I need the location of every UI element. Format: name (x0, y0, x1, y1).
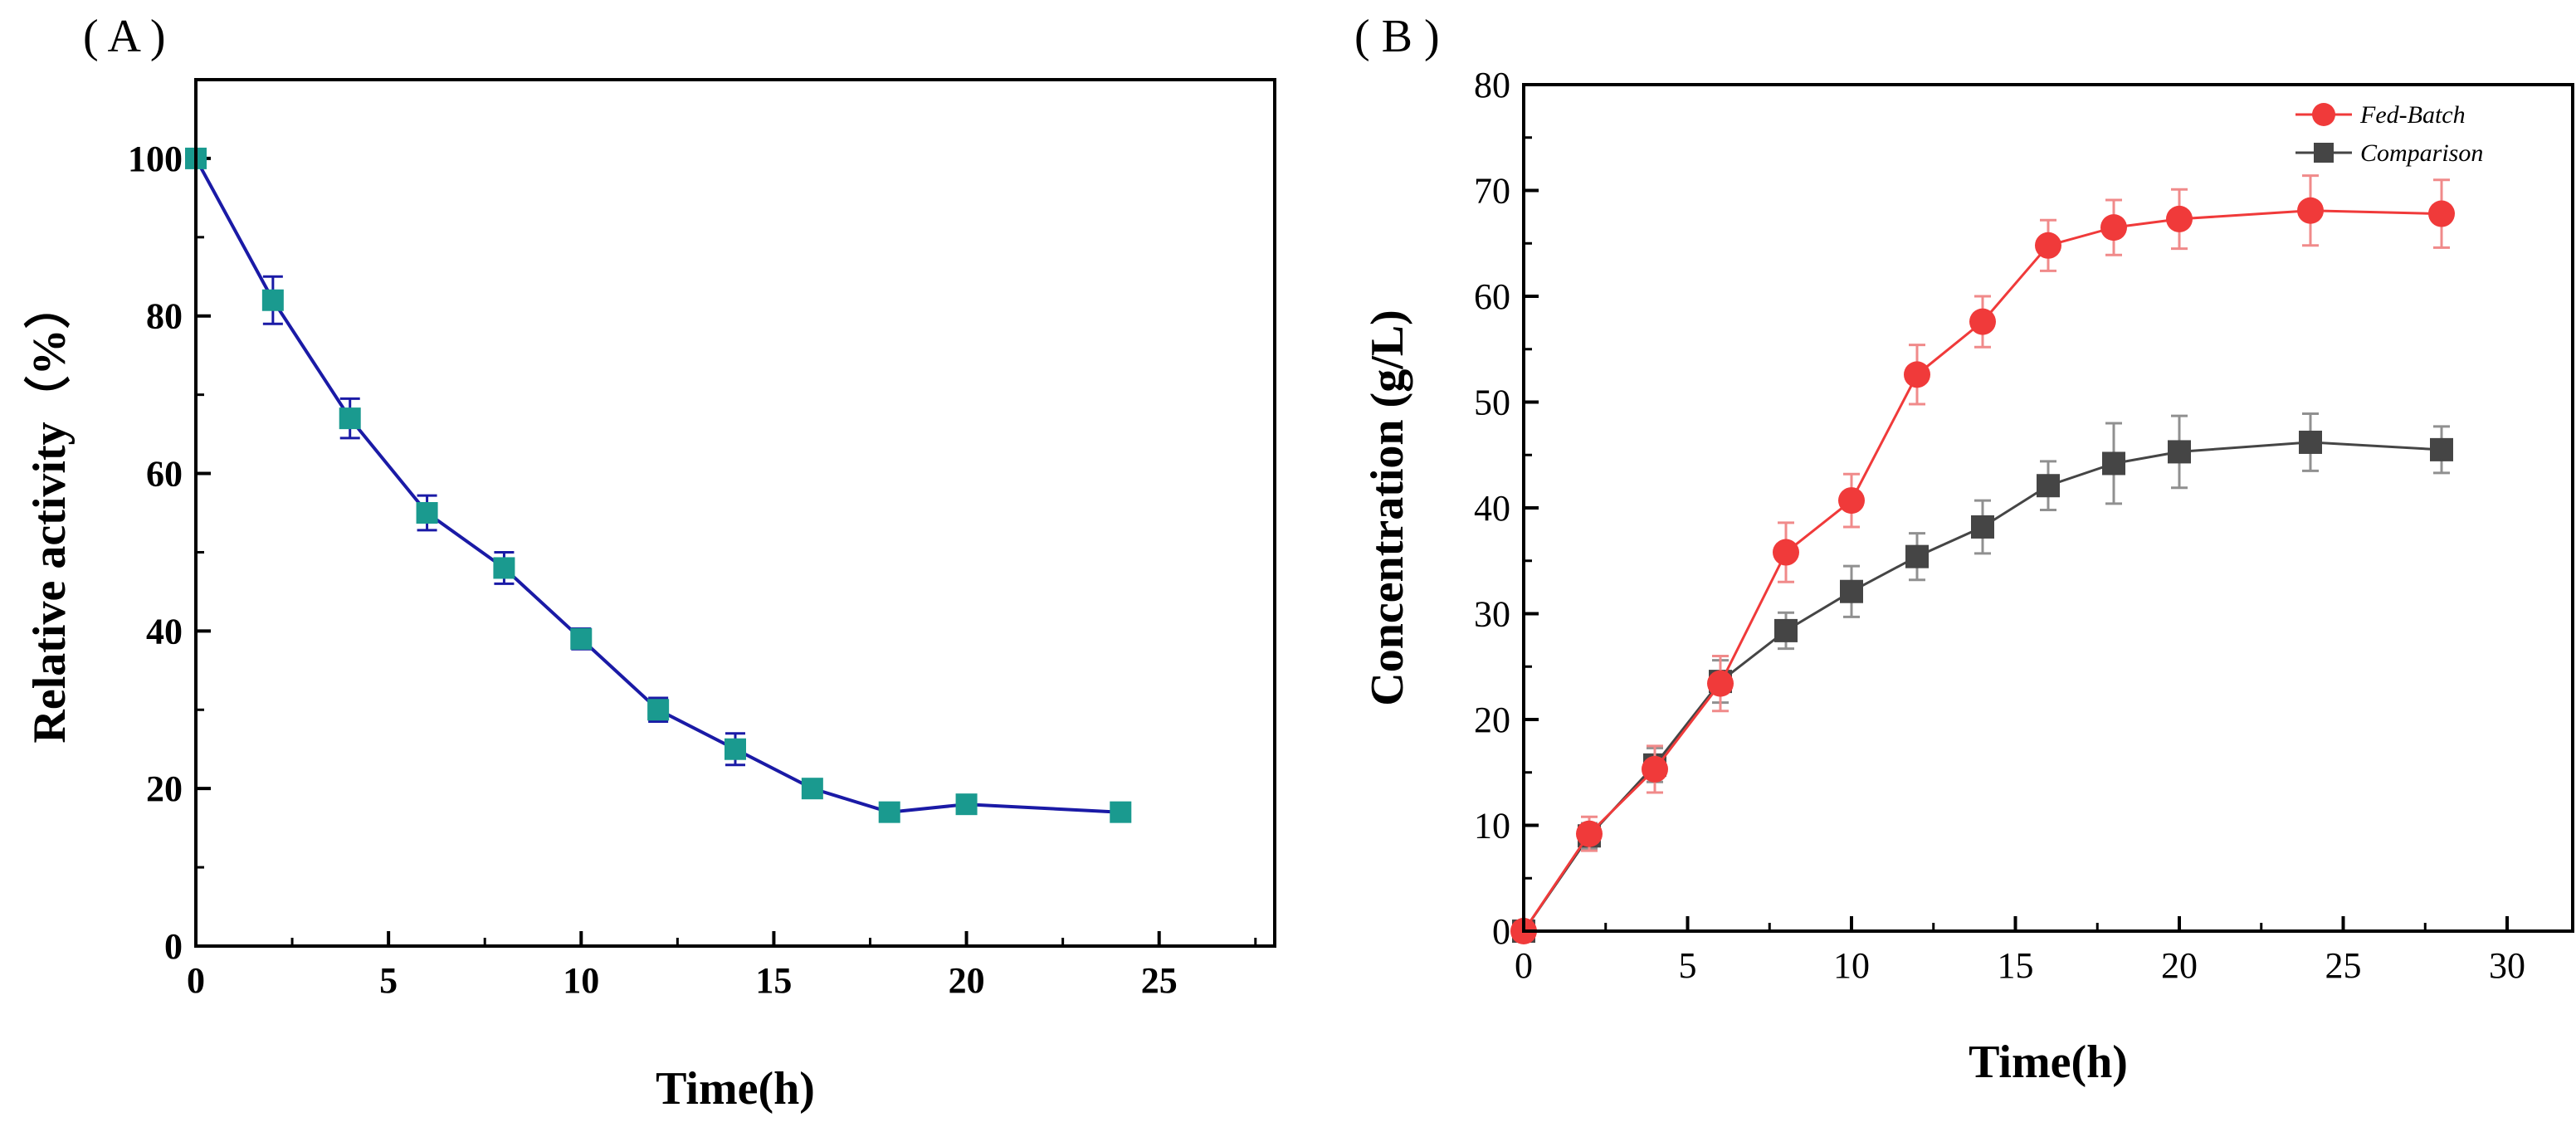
panel-a-series (185, 147, 1132, 823)
b-x-tick-label: 0 (1515, 945, 1533, 986)
panel-b-x-axis-title: Time(h) (1969, 1037, 2128, 1088)
comparison-data-point (2299, 430, 2322, 454)
b-y-tick-label: 40 (1474, 488, 1510, 529)
fed-batch-data-point (1642, 755, 1668, 783)
fed-batch-data-point (1969, 308, 1996, 335)
comparison-data-point (2430, 437, 2453, 461)
a-x-tick-label: 25 (1141, 960, 1178, 1001)
relative-activity-data-point (647, 699, 670, 721)
fed-batch-data-point (1838, 487, 1865, 515)
comparison-data-point (1774, 618, 1798, 642)
relative-activity-data-point (1110, 801, 1132, 823)
panel-b-legend: Fed-Batch Comparison (2295, 101, 2483, 167)
relative-activity-series-line (194, 157, 1121, 814)
a-y-tick-label: 60 (146, 454, 183, 495)
relative-activity-data-point (801, 778, 823, 800)
relative-activity-data-point (493, 557, 515, 579)
panel-a-x-axis-title: Time(h) (656, 1063, 815, 1115)
fed-batch-data-point (1773, 539, 1799, 566)
a-x-tick-label: 15 (755, 960, 792, 1001)
comparison-data-point (1905, 544, 1929, 568)
panel-a-label: ( A ) (83, 11, 166, 62)
a-x-tick-label: 10 (563, 960, 599, 1001)
b-x-tick-label: 25 (2325, 945, 2362, 986)
fed-batch-data-point (2035, 232, 2061, 259)
panel-b-series (1510, 174, 2455, 944)
a-y-tick-label: 20 (146, 768, 183, 809)
legend-fed-batch-label: Fed-Batch (2359, 101, 2466, 129)
panel-a-plot-frame (194, 78, 1276, 948)
b-y-tick-label: 10 (1474, 806, 1510, 846)
a-x-tick-label: 0 (187, 960, 205, 1001)
b-y-tick-label: 60 (1474, 276, 1510, 317)
fed-batch-data-point (2100, 214, 2127, 241)
b-x-tick-label: 5 (1679, 945, 1697, 986)
comparison-data-point (2102, 451, 2125, 476)
b-x-tick-label: 20 (2161, 945, 2198, 986)
b-y-tick-label: 20 (1474, 700, 1510, 740)
relative-activity-data-point (955, 793, 978, 816)
fed-batch-data-point (2428, 200, 2455, 227)
relative-activity-data-point (261, 289, 284, 311)
b-y-tick-label: 0 (1492, 911, 1510, 952)
a-x-tick-label: 20 (949, 960, 985, 1001)
a-y-tick-label: 100 (128, 139, 183, 179)
comparison-data-point (1971, 515, 1994, 539)
comparison-data-point (1840, 579, 1863, 603)
b-y-tick-label: 70 (1474, 171, 1510, 212)
relative-activity-data-point (724, 738, 746, 760)
panel-b-x-axis: 0 5 10 15 20 25 30 (1515, 916, 2525, 986)
panel-a-y-axis-title: Relative activity（%） (23, 282, 76, 743)
comparison-data-point (2037, 474, 2060, 498)
relative-activity-data-point (878, 801, 900, 823)
fed-batch-data-point (1576, 820, 1603, 847)
panel-b: ( B ) 0 5 10 15 20 25 30 0 10 20 30 40 50 60 70 80 Tim… (1354, 11, 2574, 1088)
relative-activity-data-point (339, 407, 361, 430)
panel-b-y-axis: 0 10 20 30 40 50 60 70 80 (1474, 65, 1539, 952)
legend-comparison-marker (2314, 143, 2334, 163)
legend-fed-batch-marker (2312, 103, 2335, 126)
relative-activity-data-point (570, 627, 593, 650)
panel-b-plot-frame (1522, 83, 2574, 933)
legend-comparison-label: Comparison (2360, 139, 2483, 167)
relative-activity-data-point (416, 502, 438, 524)
panel-a: ( A ) 0 5 10 15 20 25 0 20 40 60 80 100 Time(h) Re… (23, 11, 1276, 1115)
fed-batch-data-point (2166, 205, 2193, 232)
a-y-tick-label: 0 (164, 926, 183, 967)
a-y-tick-label: 40 (146, 611, 183, 651)
comparison-data-point (2168, 440, 2191, 464)
panel-a-x-axis: 0 5 10 15 20 25 (187, 931, 1257, 1001)
b-y-tick-label: 50 (1474, 383, 1510, 423)
b-y-tick-label: 80 (1474, 65, 1510, 105)
fed-batch-data-point (2297, 197, 2324, 224)
b-x-tick-label: 15 (1998, 945, 2034, 986)
fed-batch-data-point (1904, 361, 1930, 388)
panel-b-y-axis-title: Concentration (g/L) (1362, 310, 1413, 706)
a-x-tick-label: 5 (379, 960, 398, 1001)
fed-batch-data-point (1707, 670, 1734, 697)
b-x-tick-label: 10 (1833, 945, 1870, 986)
b-x-tick-label: 30 (2489, 945, 2525, 986)
b-y-tick-label: 30 (1474, 594, 1510, 635)
panel-b-label: ( B ) (1354, 11, 1440, 62)
panel-a-y-axis: 0 20 40 60 80 100 (128, 139, 211, 967)
a-y-tick-label: 80 (146, 296, 183, 337)
